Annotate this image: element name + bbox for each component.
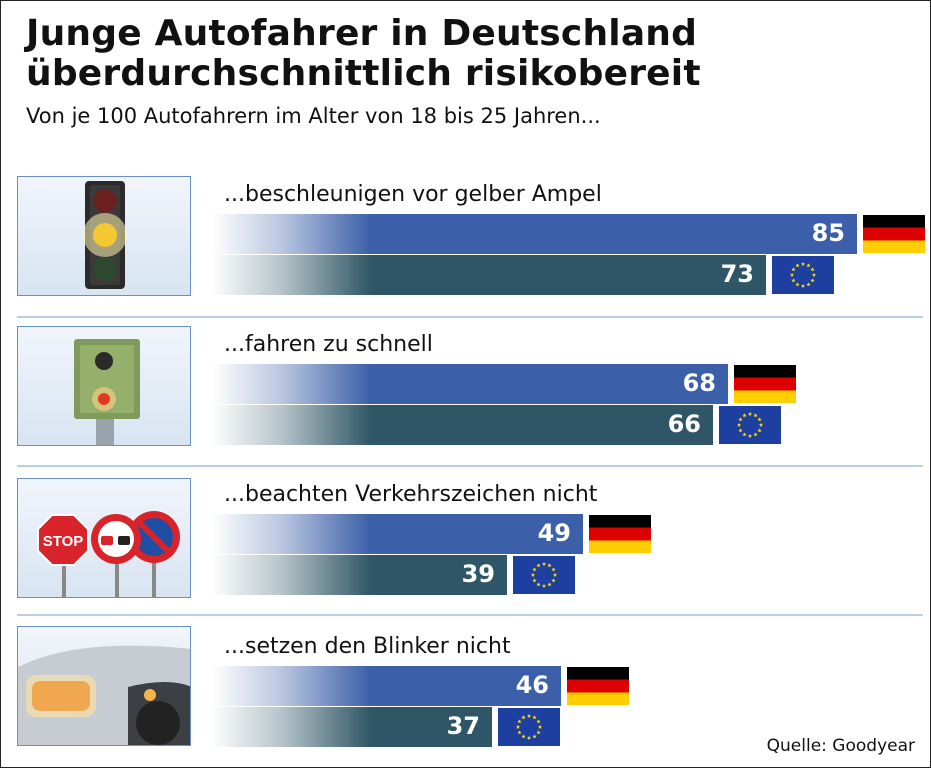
section-traffic-signs: STOP ...beachten Verkehrszeichen nicht 49… (0, 474, 931, 624)
category-label: ...beachten Verkehrszeichen nicht (224, 482, 598, 507)
section-divider (17, 465, 923, 467)
bar-value-label: 85 (811, 219, 845, 247)
title-line-2: überdurchschnittlich risikobereit (26, 53, 701, 94)
eu-flag-icon (498, 708, 560, 746)
bar-eu: 73 (211, 255, 766, 295)
bar-value-label: 68 (682, 369, 716, 397)
bar-value-label: 37 (446, 712, 480, 740)
eu-flag-icon (513, 556, 575, 594)
speed-camera-icon (17, 326, 191, 446)
section-speeding: ...fahren zu schnell 68 66 (0, 324, 931, 474)
source-note: Quelle: Goodyear (766, 736, 915, 756)
category-label: ...beschleunigen vor gelber Ampel (224, 182, 602, 207)
germany-flag-icon (863, 215, 925, 253)
bar-germany: 85 (211, 214, 857, 254)
bar-value-label: 49 (537, 519, 571, 547)
bar-germany: 68 (211, 364, 728, 404)
germany-flag-icon (589, 515, 651, 553)
section-yellow-light: ...beschleunigen vor gelber Ampel 85 73 (0, 174, 931, 324)
bar-germany: 46 (211, 666, 561, 706)
chart-subtitle: Von je 100 Autofahrern im Alter von 18 b… (26, 104, 601, 128)
section-blinker: ...setzen den Blinker nicht 46 37 (0, 626, 931, 776)
bar-value-label: 66 (667, 410, 701, 438)
title-line-1: Junge Autofahrer in Deutschland (26, 13, 698, 54)
eu-flag-icon (719, 406, 781, 444)
car-headlight-icon (17, 626, 191, 746)
traffic-light-icon (17, 176, 191, 296)
bar-germany: 49 (211, 514, 583, 554)
traffic-signs-icon: STOP (17, 478, 191, 598)
germany-flag-icon (734, 365, 796, 403)
bar-value-label: 73 (720, 260, 754, 288)
stop-sign-text: STOP (43, 533, 84, 550)
category-label: ...setzen den Blinker nicht (224, 634, 511, 659)
germany-flag-icon (567, 667, 629, 705)
bar-eu: 39 (211, 555, 507, 595)
bar-eu: 66 (211, 405, 713, 445)
bar-eu: 37 (211, 707, 492, 747)
category-label: ...fahren zu schnell (224, 332, 433, 357)
section-divider (17, 316, 923, 318)
bar-value-label: 46 (515, 671, 549, 699)
bar-value-label: 39 (461, 560, 495, 588)
section-divider (17, 614, 923, 616)
chart-title: Junge Autofahrer in Deutschland überdurc… (26, 14, 701, 94)
eu-flag-icon (772, 256, 834, 294)
